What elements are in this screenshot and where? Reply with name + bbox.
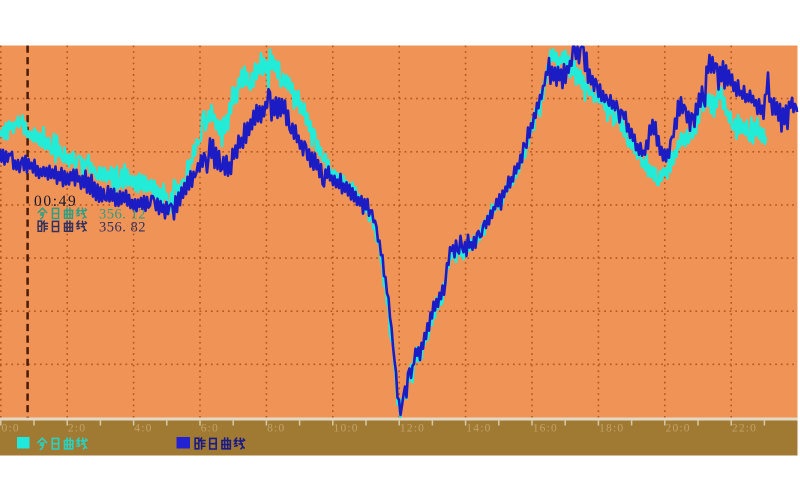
svg-text:6:0: 6:0 [201, 423, 219, 435]
svg-text:20:0: 20:0 [666, 423, 691, 435]
svg-text:14:0: 14:0 [466, 423, 491, 435]
svg-text:0:0: 0:0 [2, 423, 20, 435]
svg-text:2:0: 2:0 [68, 423, 86, 435]
svg-text:00:49: 00:49 [34, 193, 77, 210]
svg-text:8:0: 8:0 [267, 423, 285, 435]
svg-text:356. 12: 356. 12 [99, 207, 146, 223]
svg-text:16:0: 16:0 [533, 423, 558, 435]
svg-text:12:0: 12:0 [400, 423, 425, 435]
svg-text:22:0: 22:0 [732, 423, 757, 435]
svg-text:18:0: 18:0 [599, 423, 624, 435]
svg-text:4:0: 4:0 [134, 423, 152, 435]
svg-text:356. 82: 356. 82 [99, 220, 146, 236]
svg-text:10:0: 10:0 [334, 423, 359, 435]
